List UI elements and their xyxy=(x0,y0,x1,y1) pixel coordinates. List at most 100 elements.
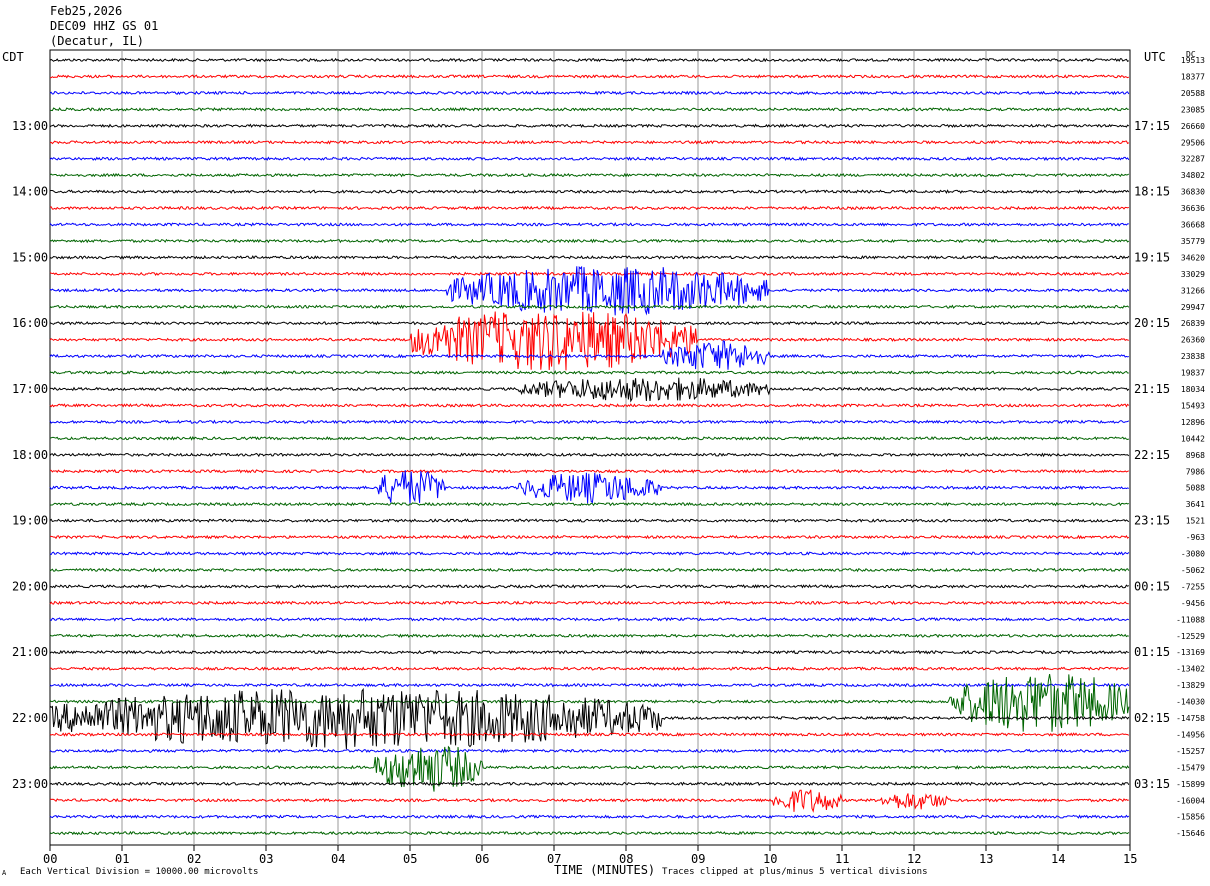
header-station: DEC09 HHZ GS 01 xyxy=(50,19,159,33)
right-time-label: 03:15 xyxy=(1134,777,1170,791)
dc-offset-label: -15646 xyxy=(1176,829,1205,838)
header-location: (Decatur, IL) xyxy=(50,34,144,48)
dc-offset-label: 26660 xyxy=(1181,122,1205,131)
seismic-trace-35 xyxy=(49,633,1129,638)
plot-frame xyxy=(49,49,1131,846)
dc-offset-label: 29506 xyxy=(1181,138,1205,147)
seismic-trace-21 xyxy=(49,403,1130,408)
dc-offset-label: 15493 xyxy=(1181,401,1205,410)
x-tick-label: 10 xyxy=(763,852,777,866)
dc-offset-label: -5062 xyxy=(1181,566,1205,575)
dc-offset-label: -16004 xyxy=(1176,796,1205,805)
seismic-trace-24 xyxy=(49,452,1130,458)
dc-offset-label: -14030 xyxy=(1176,698,1205,707)
seismic-trace-6 xyxy=(49,156,1130,161)
dc-offset-label: -15479 xyxy=(1176,763,1205,772)
seismic-trace-27 xyxy=(49,501,1129,507)
seismic-trace-2 xyxy=(49,90,1130,96)
right-time-labels: 17:15 18:15 19:15 20:15 21:15 22:15 23:15 00:15… xyxy=(1134,119,1170,791)
seismic-trace-30 xyxy=(49,551,1130,556)
right-time-label: 17:15 xyxy=(1134,119,1170,133)
dc-label: DC xyxy=(1186,50,1196,59)
dc-offset-label: 23085 xyxy=(1181,105,1205,114)
dc-offset-label: -14758 xyxy=(1176,714,1205,723)
left-time-label: 17:00 xyxy=(12,382,48,396)
left-time-label: 21:00 xyxy=(12,645,48,659)
dc-offset-label: -15899 xyxy=(1176,780,1205,789)
seismic-trace-26 xyxy=(49,470,1129,504)
seismic-trace-23 xyxy=(49,436,1129,441)
seismic-trace-14 xyxy=(49,265,1130,316)
left-time-labels: 13:00 14:00 15:00 16:00 17:00 18:00 19:00 20:00… xyxy=(12,119,48,791)
right-time-label: 02:15 xyxy=(1134,711,1170,725)
x-tick-label: 02 xyxy=(187,852,201,866)
header-date: Feb25,2026 xyxy=(50,4,123,18)
seismic-trace-17 xyxy=(49,311,1129,371)
left-time-label: 15:00 xyxy=(12,250,48,264)
dc-offset-label: 34620 xyxy=(1181,253,1205,262)
x-axis-label: TIME (MINUTES) xyxy=(554,863,655,877)
dc-offset-label: 33029 xyxy=(1181,270,1205,279)
seismic-trace-20 xyxy=(49,377,1130,403)
dc-offset-label: -3080 xyxy=(1181,550,1205,559)
dc-offset-label: -12529 xyxy=(1176,632,1205,641)
dc-offset-label: -7255 xyxy=(1181,582,1205,591)
seismic-trace-33 xyxy=(49,600,1129,606)
dc-offset-label: 18034 xyxy=(1181,385,1205,394)
left-time-label: 16:00 xyxy=(12,316,48,330)
dc-offset-label: 29947 xyxy=(1181,303,1205,312)
dc-offset-label: 34802 xyxy=(1181,171,1205,180)
dc-offset-label: 19837 xyxy=(1181,369,1205,378)
x-tick-label: 12 xyxy=(907,852,921,866)
seismic-trace-39 xyxy=(49,674,1130,732)
seismic-trace-10 xyxy=(49,222,1129,227)
dc-offset-label: 8968 xyxy=(1186,451,1205,460)
seismic-trace-15 xyxy=(49,304,1130,310)
seismic-trace-31 xyxy=(49,567,1130,573)
seismic-trace-25 xyxy=(49,468,1129,474)
seismic-trace-5 xyxy=(49,139,1130,145)
dc-offset-label: 23838 xyxy=(1181,352,1205,361)
dc-offset-label: 19513 xyxy=(1181,56,1205,65)
left-time-label: 13:00 xyxy=(12,119,48,133)
seismic-trace-47 xyxy=(49,830,1130,836)
left-time-label: 22:00 xyxy=(12,711,48,725)
seismic-trace-41 xyxy=(49,732,1130,737)
seismic-trace-11 xyxy=(49,238,1130,244)
footer-vertical-division-note: Each Vertical Division = 10000.00 microv… xyxy=(20,867,259,877)
dc-offset-label: 31266 xyxy=(1181,286,1205,295)
footer-clipping-note: Traces clipped at plus/minus 5 vertical … xyxy=(662,867,928,877)
seismic-trace-46 xyxy=(49,814,1130,820)
left-timezone-label: CDT xyxy=(2,50,24,64)
x-tick-label: 00 xyxy=(43,852,57,866)
seismic-trace-13 xyxy=(49,271,1129,277)
seismic-trace-45 xyxy=(49,789,1129,813)
left-time-label: 19:00 xyxy=(12,514,48,528)
left-time-label: 23:00 xyxy=(12,777,48,791)
x-tick-label: 13 xyxy=(979,852,993,866)
right-time-label: 18:15 xyxy=(1134,185,1170,199)
dc-offset-label: -13402 xyxy=(1176,665,1205,674)
x-tick-label: 04 xyxy=(331,852,345,866)
dc-offset-label: 18377 xyxy=(1181,72,1205,81)
right-time-label: 21:15 xyxy=(1134,382,1170,396)
seismic-trace-3 xyxy=(49,107,1129,112)
seismic-trace-28 xyxy=(49,518,1130,523)
seismic-trace-7 xyxy=(49,172,1130,178)
x-tick-label: 08 xyxy=(619,852,633,866)
dc-offset-label: 36668 xyxy=(1181,221,1205,230)
seismic-trace-34 xyxy=(49,616,1130,622)
dc-offset-label: -15856 xyxy=(1176,813,1205,822)
dc-offset-label: -13169 xyxy=(1176,648,1205,657)
dc-offset-label: 5088 xyxy=(1186,484,1205,493)
seismic-trace-4 xyxy=(49,123,1130,129)
seismic-trace-29 xyxy=(50,534,1130,540)
x-tick-label: 07 xyxy=(547,852,561,866)
seismic-trace-42 xyxy=(49,748,1129,754)
x-tick-label: 03 xyxy=(259,852,273,866)
dc-offset-label: 26839 xyxy=(1181,319,1205,328)
dc-offset-label: -14956 xyxy=(1176,730,1205,739)
x-tick-label: 14 xyxy=(1051,852,1065,866)
seismic-trace-38 xyxy=(49,682,1130,688)
